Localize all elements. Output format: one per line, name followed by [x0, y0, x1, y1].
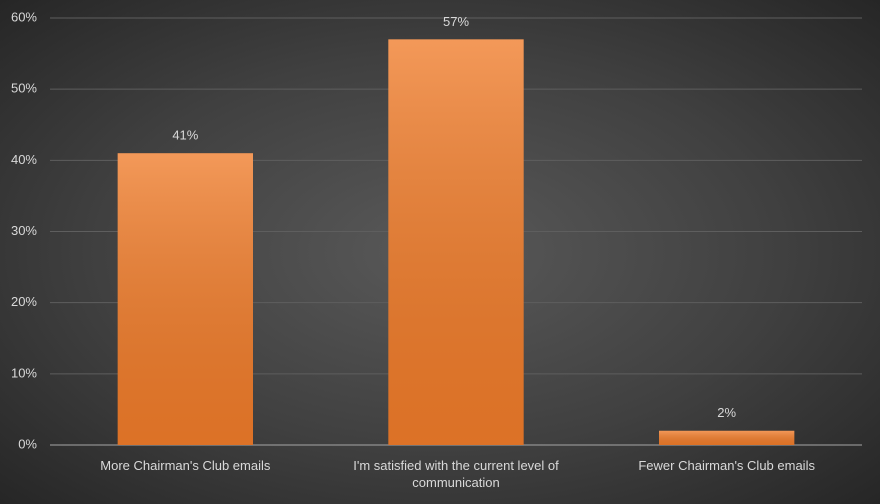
- y-tick-label: 50%: [11, 81, 37, 96]
- x-tick-label: Fewer Chairman's Club emails: [638, 458, 815, 473]
- x-tick-label: I'm satisfied with the current level of …: [353, 458, 559, 490]
- data-label: 41%: [172, 128, 198, 143]
- data-label: 57%: [443, 14, 469, 29]
- y-tick-label: 10%: [11, 365, 37, 380]
- bar-shade: [117, 153, 254, 445]
- y-tick-label: 40%: [11, 152, 37, 167]
- y-tick-label: 30%: [11, 223, 37, 238]
- bar-shade: [659, 430, 795, 445]
- y-tick-label: 0%: [18, 436, 37, 451]
- y-tick-label: 20%: [11, 294, 37, 309]
- data-label: 2%: [717, 405, 736, 420]
- y-tick-label: 60%: [11, 9, 37, 24]
- bar-shade: [388, 39, 524, 445]
- x-tick-label: More Chairman's Club emails: [100, 458, 271, 473]
